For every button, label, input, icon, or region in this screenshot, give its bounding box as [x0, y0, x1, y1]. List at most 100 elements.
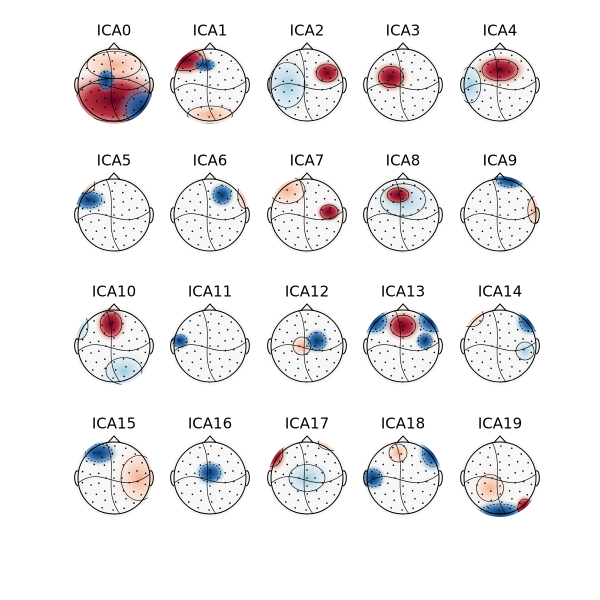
sensor — [471, 492, 473, 495]
sensor — [370, 218, 373, 221]
sensor — [81, 349, 84, 352]
contour — [85, 443, 113, 463]
sensor — [181, 197, 184, 200]
sensor — [283, 91, 285, 93]
sensor — [218, 61, 220, 64]
topomap-panel: ICA11 — [170, 283, 250, 385]
sensor — [497, 321, 500, 323]
sensor — [380, 501, 383, 503]
sensor — [278, 67, 281, 70]
sensor — [290, 209, 293, 212]
sensor — [520, 190, 523, 192]
sensor — [81, 338, 84, 341]
sensor — [370, 88, 373, 91]
sensor — [294, 506, 297, 509]
sensor — [374, 360, 376, 363]
sensor — [306, 353, 308, 355]
sensor — [125, 498, 127, 500]
contour — [105, 441, 121, 515]
sensor — [370, 338, 373, 341]
sensor — [85, 328, 88, 331]
sensor — [93, 320, 95, 322]
sensor — [122, 61, 124, 64]
sensor — [114, 182, 116, 184]
contour — [388, 443, 408, 463]
sensor — [429, 100, 432, 103]
sensor — [296, 53, 298, 56]
sensor — [224, 79, 226, 81]
sensor — [384, 361, 387, 364]
sensor — [101, 324, 103, 326]
contour — [125, 91, 153, 124]
sensor — [209, 361, 212, 363]
sensor — [479, 452, 481, 454]
sensor — [189, 189, 191, 191]
topomap — [171, 176, 249, 254]
sensor — [113, 361, 116, 363]
sensor — [402, 92, 404, 94]
sensor — [402, 485, 404, 487]
sensor — [419, 197, 422, 200]
sensor — [133, 109, 135, 111]
contour — [201, 441, 217, 515]
sensor — [221, 366, 223, 368]
sensor — [208, 246, 210, 248]
panel-title: ICA18 — [381, 415, 425, 433]
sensor — [114, 238, 117, 240]
sensor — [136, 207, 138, 209]
contour — [292, 336, 312, 356]
sensor — [306, 84, 308, 86]
sensor — [429, 361, 432, 364]
sensor — [374, 460, 377, 463]
sensor — [128, 79, 130, 81]
sensor — [144, 220, 147, 223]
sensor — [298, 345, 300, 347]
sensor — [500, 52, 502, 54]
sensor — [304, 453, 307, 455]
contour — [463, 80, 537, 91]
sensor — [511, 105, 513, 107]
sensor — [81, 77, 84, 80]
sensor — [422, 490, 424, 493]
sensor — [471, 460, 474, 463]
sensor — [414, 498, 416, 500]
contour — [380, 183, 426, 217]
sensor — [374, 99, 376, 102]
sensor — [321, 209, 323, 211]
sensor — [522, 217, 525, 220]
right-ear — [438, 470, 443, 487]
left-ear — [74, 338, 79, 355]
left-ear — [363, 207, 368, 224]
sensor — [217, 84, 219, 86]
sensor — [98, 89, 100, 91]
head-outline — [77, 309, 151, 383]
sensor — [104, 499, 106, 502]
nose — [493, 435, 507, 443]
head-outline — [366, 309, 440, 383]
sensor — [199, 446, 201, 449]
sensor — [519, 490, 521, 493]
topomap-panel: ICA8 — [363, 152, 443, 254]
sensor — [306, 100, 309, 102]
sensor — [130, 197, 133, 200]
sensor — [530, 209, 533, 212]
panel-title: ICA2 — [290, 22, 325, 40]
sensor — [128, 340, 130, 342]
sensor — [291, 350, 293, 352]
nose — [300, 42, 314, 50]
sensor — [479, 70, 481, 73]
sensor — [412, 244, 414, 247]
sensor — [315, 227, 318, 229]
contour — [463, 210, 537, 221]
sensor — [210, 108, 213, 110]
sensor — [386, 472, 389, 475]
panel-title: ICA3 — [386, 22, 421, 40]
sensor — [392, 446, 394, 449]
sensor — [387, 482, 389, 484]
topomap-panel: ICA12 — [267, 283, 347, 385]
sensor — [491, 477, 493, 479]
sensor — [374, 328, 377, 331]
sensor — [487, 63, 489, 65]
panel-title: ICA19 — [478, 415, 522, 433]
sensor — [104, 367, 106, 370]
